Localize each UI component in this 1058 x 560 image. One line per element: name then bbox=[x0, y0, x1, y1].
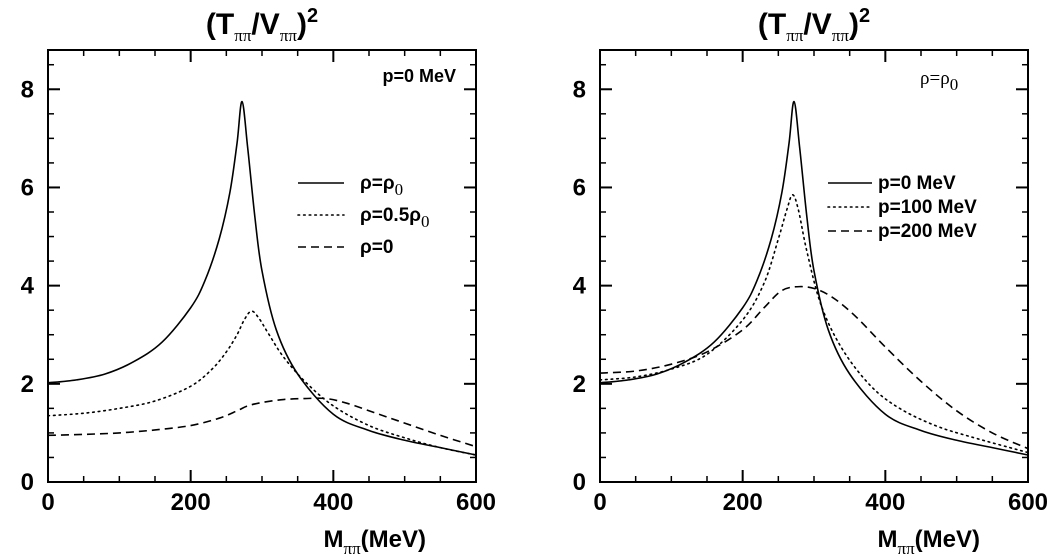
right-panel-title: (Tππ/Vππ)2 bbox=[758, 5, 870, 45]
y-tick-label: 6 bbox=[573, 174, 586, 201]
legend-label-rho-rho0: ρ=ρ0 bbox=[360, 173, 403, 199]
y-tick-label: 8 bbox=[573, 76, 586, 103]
y-tick-label: 0 bbox=[573, 469, 586, 496]
left-plot-frame bbox=[47, 49, 477, 483]
right-series-dotted-line bbox=[599, 194, 1029, 454]
right-series-dashed-line bbox=[599, 285, 1029, 450]
x-tick-label: 600 bbox=[1008, 489, 1048, 516]
left-panel-title: (Tππ/Vππ)2 bbox=[206, 5, 318, 45]
y-tick-label: 8 bbox=[21, 76, 34, 103]
right-axis-ticks: 0 200 400 600 0 2 4 6 8 bbox=[573, 50, 1048, 516]
y-tick-label: 2 bbox=[21, 371, 34, 398]
y-tick-label: 4 bbox=[573, 273, 587, 300]
x-tick-label: 400 bbox=[313, 489, 353, 516]
left-panel: (Tππ/Vππ)2 Mππ(MeV) p=0 MeV ρ=ρ0 ρ=0.5ρ0… bbox=[21, 5, 496, 558]
x-tick-label: 600 bbox=[456, 489, 496, 516]
legend-label-rho-half-rho0: ρ=0.5ρ0 bbox=[360, 205, 430, 231]
right-plot-frame bbox=[599, 49, 1029, 483]
right-series-solid-line bbox=[599, 100, 1029, 456]
right-legend: p=0 MeV p=100 MeV p=200 MeV bbox=[827, 173, 977, 242]
legend-label-p200: p=200 MeV bbox=[878, 221, 977, 242]
left-series-dashed-line bbox=[47, 397, 477, 448]
left-x-axis-label: Mππ(MeV) bbox=[323, 526, 426, 558]
left-series-solid-line bbox=[47, 100, 477, 456]
x-tick-label: 0 bbox=[593, 489, 606, 516]
left-axis-ticks: 0 200 400 600 0 2 4 6 8 bbox=[21, 50, 496, 516]
x-tick-label: 200 bbox=[723, 489, 763, 516]
y-tick-label: 6 bbox=[21, 174, 34, 201]
y-tick-label: 0 bbox=[21, 469, 34, 496]
right-annotation: ρ=ρ0 bbox=[920, 68, 958, 94]
legend-label-p0: p=0 MeV bbox=[878, 173, 956, 194]
y-tick-label: 4 bbox=[21, 273, 35, 300]
right-x-axis-label: Mππ(MeV) bbox=[877, 526, 980, 558]
x-tick-label: 400 bbox=[865, 489, 905, 516]
legend-label-p100: p=100 MeV bbox=[878, 197, 977, 218]
left-series-dotted-line bbox=[47, 310, 477, 456]
left-annotation: p=0 MeV bbox=[382, 66, 456, 86]
left-legend: ρ=ρ0 ρ=0.5ρ0 ρ=0 bbox=[297, 173, 430, 258]
x-tick-label: 0 bbox=[41, 489, 54, 516]
x-tick-label: 200 bbox=[171, 489, 211, 516]
legend-label-rho-zero: ρ=0 bbox=[360, 237, 393, 258]
right-panel: (Tππ/Vππ)2 Mππ(MeV) ρ=ρ0 p=0 MeV p=100 M… bbox=[573, 5, 1048, 558]
y-tick-label: 2 bbox=[573, 371, 586, 398]
